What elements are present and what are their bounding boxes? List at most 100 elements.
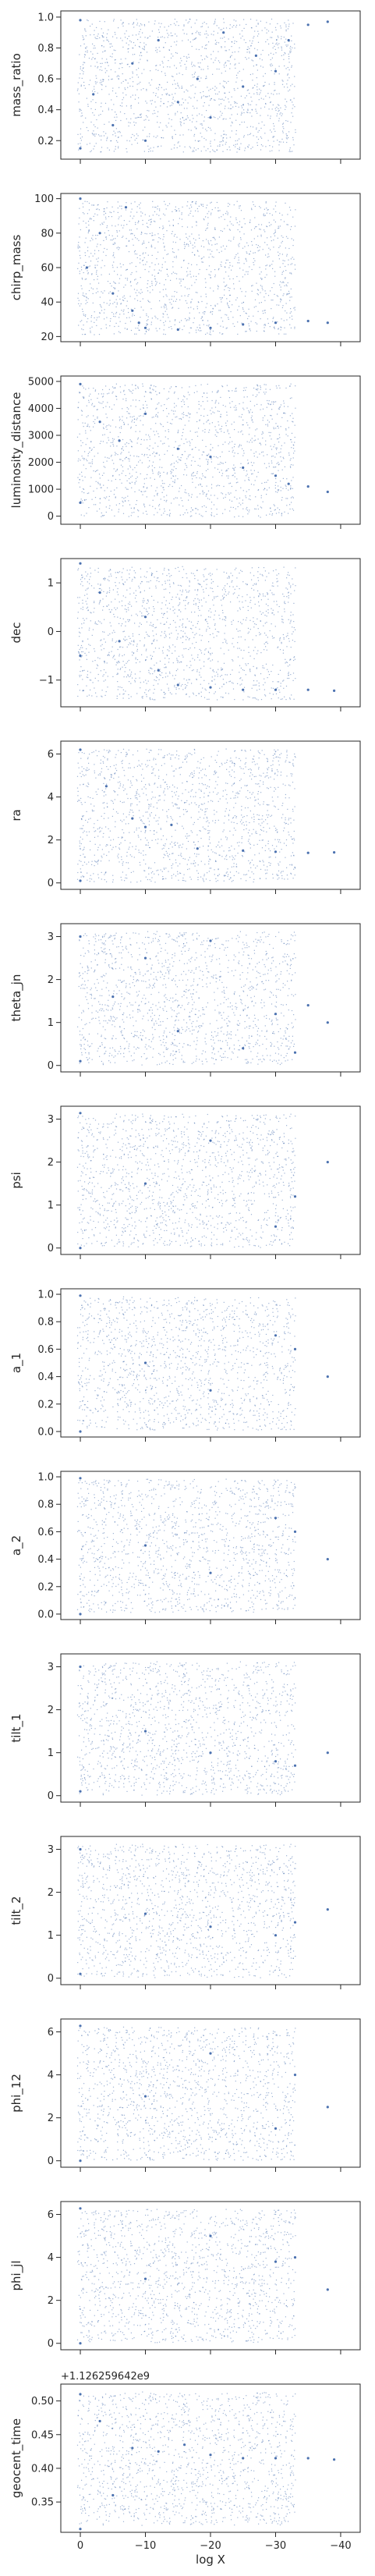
data-point [209,116,212,119]
data-point [79,655,82,658]
y-tick-label: 80 [41,228,54,240]
data-point [306,23,310,27]
data-point [209,1139,212,1142]
y-tick-label: 0 [48,1973,54,1985]
y-tick-label: 0.2 [37,1581,54,1593]
data-point [326,1161,329,1164]
data-point [79,562,82,565]
panel-geocent-time: 0.35 0.40 0.45 0.50 0 −10 −20 −30 −40 geocent_tim… [9,2371,361,2567]
y-tick-label: 2 [48,974,54,986]
x-axis-label: log X [196,2553,225,2567]
y-tick-label: 0.8 [37,1317,54,1329]
y-tick-label: 1 [48,578,54,590]
data-point [131,309,134,312]
data-point [79,748,82,751]
panel-phi-12: 0 2 4 6 phi_12 [9,2018,361,2172]
y-tick-label: 0 [48,878,54,889]
data-point [157,39,160,42]
y-tick-label: 3 [48,1844,54,1856]
y-tick-label: 0.4 [37,105,54,116]
plot-frame [60,10,361,160]
y-tick-label: 0.6 [37,1527,54,1538]
data-point [242,849,245,852]
point-cloud [76,2209,296,2344]
data-point [306,319,310,323]
y-axis-label: theta_jn [9,974,24,1022]
y-tick-label: 4 [48,2252,54,2264]
data-point [274,688,278,691]
data-point [274,1760,278,1763]
data-point [209,1389,212,1392]
y-axis-label: chirp_mass [9,235,24,301]
y-axis-label: luminosity_distance [9,392,24,509]
data-point [293,1195,297,1198]
data-point [79,1059,82,1063]
data-point [79,1430,82,1433]
plot-frame [60,1288,361,1438]
data-point [326,321,329,325]
data-point [176,328,179,332]
data-point [111,123,115,127]
y-tick-label: 1 [48,1747,54,1759]
data-point [79,2528,82,2531]
y-tick-label: 2 [48,1887,54,1899]
y-tick-label: 2 [48,1157,54,1169]
data-point [326,1021,329,1024]
data-point [274,2260,278,2263]
panel-a-1: 0.0 0.2 0.4 0.6 0.8 1.0 a_1 [9,1288,361,1442]
point-cloud [76,1113,296,1248]
data-point [222,31,225,34]
y-tick-label: 3 [48,931,54,943]
panel-psi: 0 1 2 3 psi [9,1105,361,1259]
data-point [326,20,329,23]
offset-text: +1.126259642e9 [61,2371,150,2383]
point-cloud [77,931,296,1066]
data-point [79,2024,82,2028]
data-point [79,1972,82,1975]
data-point [143,956,147,960]
data-point [79,1112,82,1115]
point-cloud [76,1478,296,1613]
point-cloud [77,566,296,701]
data-point [209,1751,212,1755]
y-axis-label: psi [9,1172,23,1189]
data-point [131,2446,134,2450]
data-point [209,2454,212,2457]
data-point [79,1613,82,1616]
data-point [79,2207,82,2210]
data-point [293,1764,297,1767]
y-axis-label: mass_ratio [9,53,24,117]
data-point [79,935,82,939]
data-point [209,1925,212,1928]
data-point [137,321,140,325]
y-axis-label: a_1 [9,1353,24,1373]
data-point [143,825,147,829]
data-point [333,689,336,693]
plot-frame [60,2018,361,2168]
y-tick-label: 0 [48,1060,54,1072]
data-point [79,1294,82,1297]
x-tick-label: −40 [330,2540,351,2552]
y-tick-label: 0.2 [37,1399,54,1410]
y-tick-label: 4 [48,2070,54,2081]
plot-frame [60,2201,361,2351]
data-point [242,2457,245,2460]
data-point [143,1182,147,1185]
data-point [196,847,199,850]
data-point [274,2127,278,2130]
data-point [79,1247,82,1250]
y-tick-label: 2 [48,1705,54,1716]
data-point [274,1225,278,1228]
panel-theta-jn: 0 1 2 3 theta_jn [9,923,361,1077]
data-point [143,139,147,142]
panel-luminosity-distance: 0 1000 2000 3000 4000 5000 luminosity_distance [9,375,361,529]
data-point [254,54,257,57]
data-point [293,2256,297,2259]
data-point [209,686,212,689]
data-point [143,2095,147,2098]
data-point [118,640,121,643]
y-tick-label: 20 [41,332,54,343]
x-tick-label: −20 [200,2540,221,2552]
data-point [326,1908,329,1911]
y-tick-label: 0.0 [37,1609,54,1620]
